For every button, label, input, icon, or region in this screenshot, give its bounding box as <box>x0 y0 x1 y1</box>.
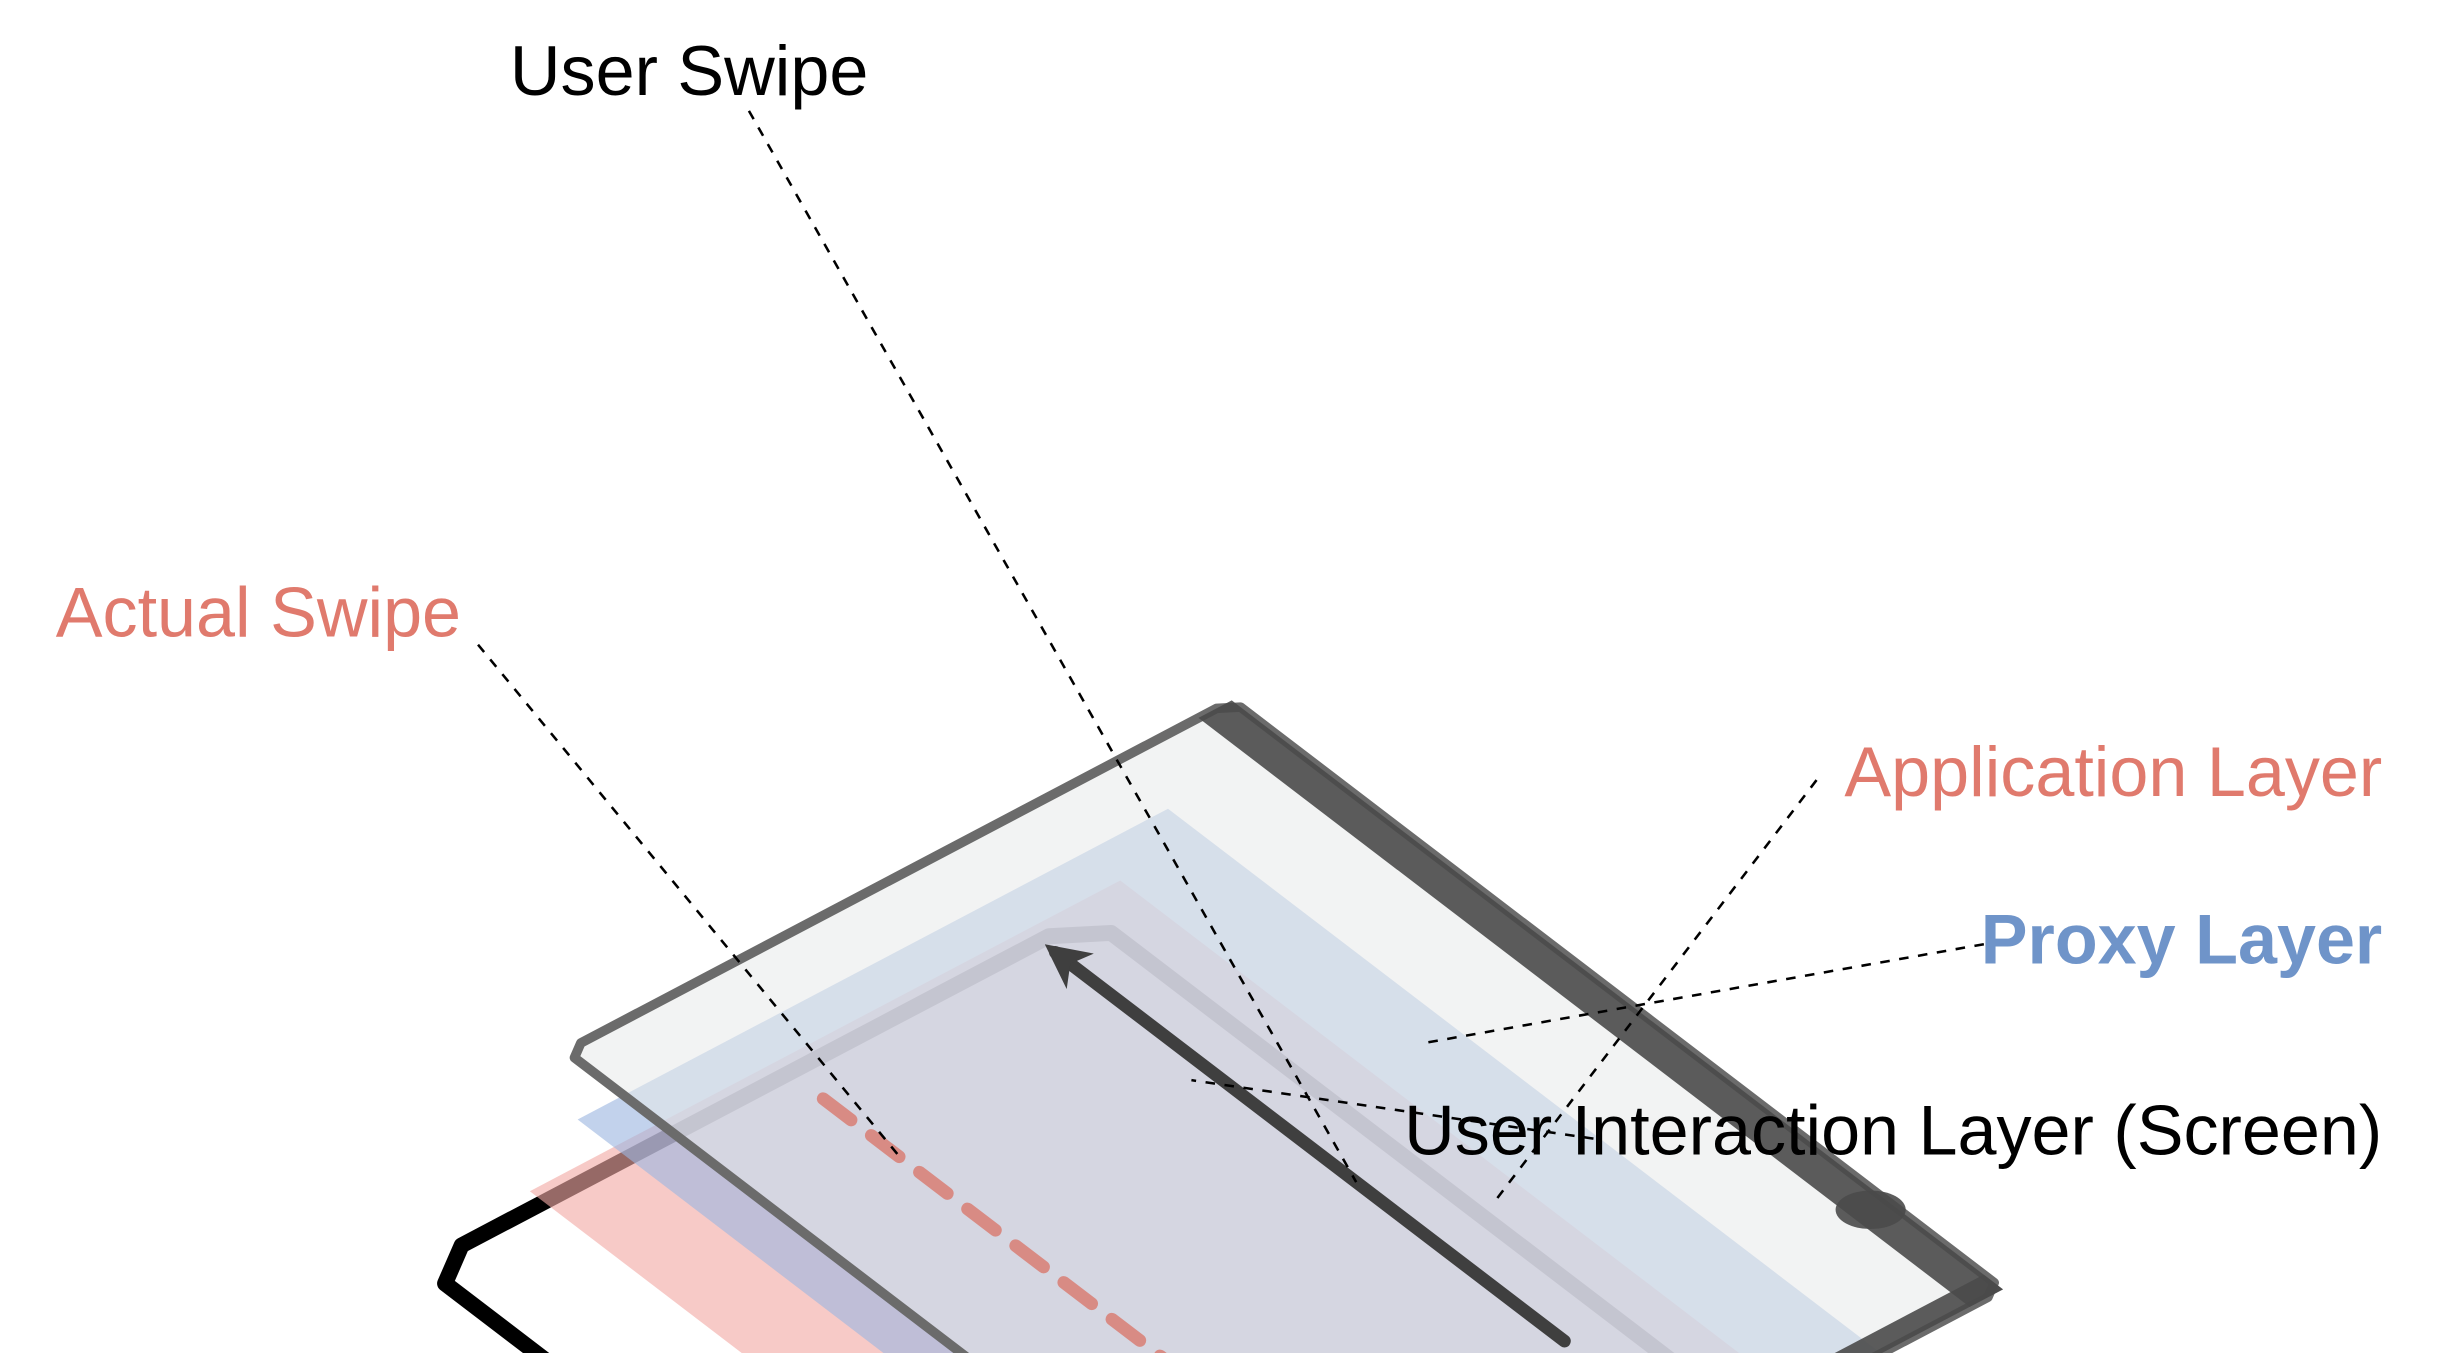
label-screen-layer: User Interaction Layer (Screen) <box>1404 1092 2382 1170</box>
layer-diagram: User Swipe Actual Swipe Application Layer P… <box>0 0 2438 1353</box>
label-application-layer: Application Layer <box>1844 733 2382 811</box>
label-actual-swipe: Actual Swipe <box>56 574 461 652</box>
label-proxy-layer: Proxy Layer <box>1981 900 2382 978</box>
label-user-swipe: User Swipe <box>510 32 868 110</box>
